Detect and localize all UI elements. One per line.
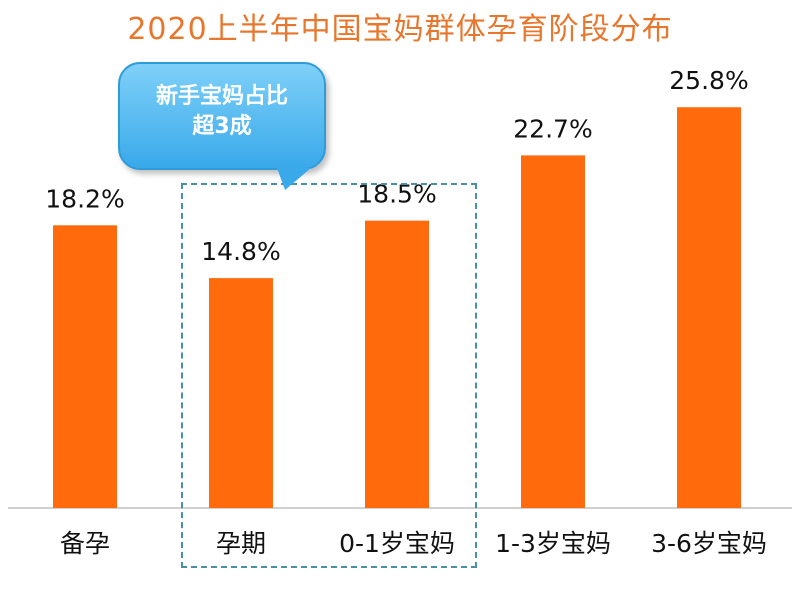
bar-0 xyxy=(53,225,117,508)
bar-1 xyxy=(209,278,273,508)
category-label-1: 孕期 xyxy=(216,529,266,558)
category-label-0: 备孕 xyxy=(60,529,110,558)
category-label-3: 1-3岁宝妈 xyxy=(495,529,611,558)
callout-bubble xyxy=(118,62,326,170)
bar-3 xyxy=(521,155,585,509)
callout-line-2: 超3成 xyxy=(192,114,252,139)
category-label-2: 0-1岁宝妈 xyxy=(339,529,455,558)
value-label-3: 22.7% xyxy=(513,114,592,143)
value-label-4: 25.8% xyxy=(669,66,748,95)
bar-4 xyxy=(677,107,741,509)
value-label-1: 14.8% xyxy=(201,237,280,266)
value-label-0: 18.2% xyxy=(45,184,124,213)
chart-title: 2020上半年中国宝妈群体孕育阶段分布 xyxy=(127,12,673,47)
callout-text: 新手宝妈占比 超3成 xyxy=(118,82,326,142)
category-label-4: 3-6岁宝妈 xyxy=(651,529,767,558)
callout-line-1: 新手宝妈占比 xyxy=(155,84,288,109)
highlight-box xyxy=(181,183,477,568)
category-labels: 备孕 孕期 0-1岁宝妈 1-3岁宝妈 3-6岁宝妈 xyxy=(60,529,767,558)
callout-tail xyxy=(277,168,311,190)
bar-2 xyxy=(365,220,429,508)
bars xyxy=(53,107,741,509)
